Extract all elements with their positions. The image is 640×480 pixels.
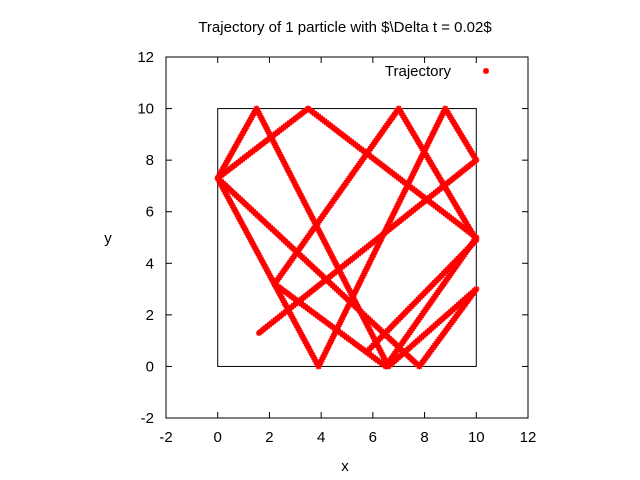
plot-frame xyxy=(165,56,529,419)
plot-area: -2 0 2 4 6 8 10 12 -2 0 2 4 6 8 10 12 xyxy=(137,49,536,446)
x-tick-label: 2 xyxy=(265,429,273,446)
x-tick-label: 12 xyxy=(520,429,537,446)
y-tick-label: 10 xyxy=(137,101,154,118)
y-tick-label: 12 xyxy=(137,49,154,66)
trajectory-point xyxy=(423,142,430,149)
y-tick-label: 0 xyxy=(146,358,154,375)
x-tick-label: -2 xyxy=(159,429,172,446)
x-tick-label: 10 xyxy=(468,429,485,446)
trajectory-point xyxy=(426,138,433,145)
y-tick-label: 6 xyxy=(146,204,154,221)
chart-title: Trajectory of 1 particle with $\Delta t … xyxy=(198,19,492,36)
y-tick-label: 8 xyxy=(146,152,154,169)
trajectory-marks xyxy=(214,105,480,370)
y-tick-label: -2 xyxy=(141,410,154,427)
trajectory-point xyxy=(381,228,388,235)
y-tick-label: 4 xyxy=(146,255,154,272)
x-tick-label: 4 xyxy=(317,429,325,446)
x-tick-label: 6 xyxy=(369,429,377,446)
x-tick-label: 8 xyxy=(420,429,428,446)
y-tick-label: 2 xyxy=(146,307,154,324)
x-tick-label: 0 xyxy=(214,429,222,446)
trajectory-point xyxy=(425,140,432,147)
